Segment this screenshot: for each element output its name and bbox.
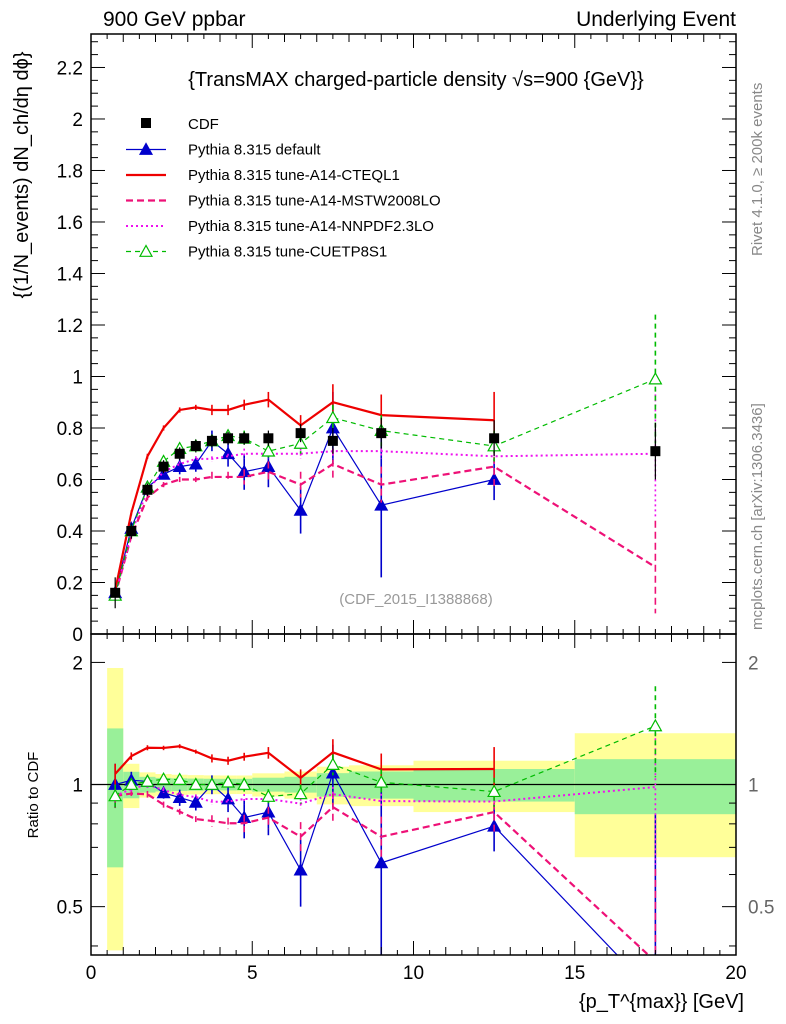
series-line-0 (114, 426, 495, 593)
series-marker (648, 371, 663, 385)
data-point (376, 428, 387, 439)
series-line-1 (114, 398, 495, 591)
ratio-y-axis-label: Ratio to CDF (25, 752, 42, 839)
x-tick-label: 20 (725, 963, 746, 984)
y-tick-label: 1.8 (57, 161, 83, 182)
ratio-marker (261, 789, 276, 802)
ratio-marker (293, 862, 308, 876)
legend-label-2: Pythia 8.315 tune-A14-MSTW2008LO (188, 193, 441, 210)
ratio-marker (156, 785, 171, 799)
y-tick-label: 0.4 (57, 522, 84, 543)
data-point (489, 433, 500, 444)
ratio-series-group-2 (115, 792, 650, 955)
ratio-marker (188, 795, 203, 808)
ratio-series-line-1 (114, 745, 495, 780)
series-marker (261, 443, 276, 457)
data-point (295, 428, 306, 439)
series-marker (293, 436, 308, 449)
ratio-marker (204, 777, 219, 790)
x-tick-label: 15 (564, 963, 585, 984)
ratio-marker (374, 775, 389, 788)
legend-marker (138, 142, 154, 155)
ratio-y-tick-label-right: 2 (748, 653, 759, 674)
series-marker (293, 503, 308, 516)
legend-label-data: CDF (188, 116, 219, 133)
ratio-series-group-3 (114, 783, 656, 805)
ratio-series-line-3 (114, 783, 656, 805)
ratio-marker (140, 774, 155, 787)
series-line-3 (114, 450, 656, 596)
data-point (263, 433, 274, 444)
y-tick-label: 1 (72, 367, 83, 388)
ratio-marker (108, 788, 123, 802)
legend-swatch-data (141, 118, 151, 128)
y-axis-label: {(1/N_events) dN_ch/dη dϕ} (11, 51, 33, 298)
series-line-2 (114, 462, 656, 596)
ratio-y-tick-label: 1 (72, 776, 83, 797)
data-point (126, 525, 137, 536)
ratio-marker (124, 777, 139, 790)
series-marker (374, 498, 389, 511)
ratio-y-tick-label-right: 0.5 (748, 898, 774, 919)
ratio-marker (237, 777, 252, 790)
data-point (239, 433, 250, 444)
ratio-y-tick-label-right: 1 (748, 776, 759, 797)
y-tick-label: 1.2 (57, 316, 83, 337)
legend-label-3: Pythia 8.315 tune-A14-NNPDF2.3LO (188, 218, 434, 235)
ratio-marker (221, 774, 236, 788)
legend-marker (138, 244, 154, 257)
y-tick-label: 0.8 (57, 419, 83, 440)
x-tick-label: 0 (86, 963, 97, 984)
y-tick-label: 1.4 (57, 264, 84, 285)
legend-label-1: Pythia 8.315 tune-A14-CTEQL1 (188, 167, 400, 184)
series-marker (325, 410, 340, 424)
ratio-marker (156, 771, 171, 785)
y-tick-label: 2 (72, 110, 83, 131)
x-axis-label: {p_T^{max}} [GeV] (579, 991, 744, 1013)
ratio-series-group-1 (114, 745, 495, 780)
series-line-4 (114, 378, 656, 596)
x-tick-label: 10 (403, 963, 424, 984)
ratio-marker (293, 786, 308, 800)
series-marker (172, 459, 187, 473)
ratio-y-tick-label: 0.5 (57, 898, 83, 919)
header-left-label: 900 GeV ppbar (103, 8, 246, 31)
data-point (110, 587, 121, 598)
ratio-marker (172, 790, 187, 803)
data-point (142, 484, 153, 495)
data-point (158, 461, 169, 472)
data-point (650, 446, 661, 457)
chart-watermark: (CDF_2015_I1388868) (339, 591, 492, 608)
data-point (223, 433, 234, 444)
ratio-y-tick-label: 2 (72, 653, 83, 674)
y-tick-label: 1.6 (57, 213, 83, 234)
data-point (190, 441, 201, 452)
legend-label-0: Pythia 8.315 default (188, 142, 321, 159)
y-tick-label: 2.2 (57, 58, 83, 79)
legend-label-4: Pythia 8.315 tune-CUETP8S1 (188, 244, 387, 261)
ratio-marker (188, 777, 203, 790)
ratio-marker (172, 772, 187, 785)
data-point (327, 435, 338, 446)
x-tick-label: 5 (247, 963, 258, 984)
ratio-marker (325, 757, 340, 770)
ratio-marker (487, 784, 502, 798)
data-point (174, 448, 185, 459)
y-tick-label: 0.2 (57, 573, 83, 594)
y-tick-label: 0 (72, 625, 83, 646)
y-tick-label: 0.6 (57, 470, 83, 491)
data-point (206, 435, 217, 446)
ratio-series-line-2 (115, 792, 650, 955)
chart-title: {TransMAX charged-particle density √s=90… (188, 69, 644, 91)
header-right-label: Underlying Event (576, 8, 736, 31)
ratio-marker (648, 718, 663, 732)
ratio-marker (374, 855, 389, 869)
series-marker (188, 456, 203, 470)
